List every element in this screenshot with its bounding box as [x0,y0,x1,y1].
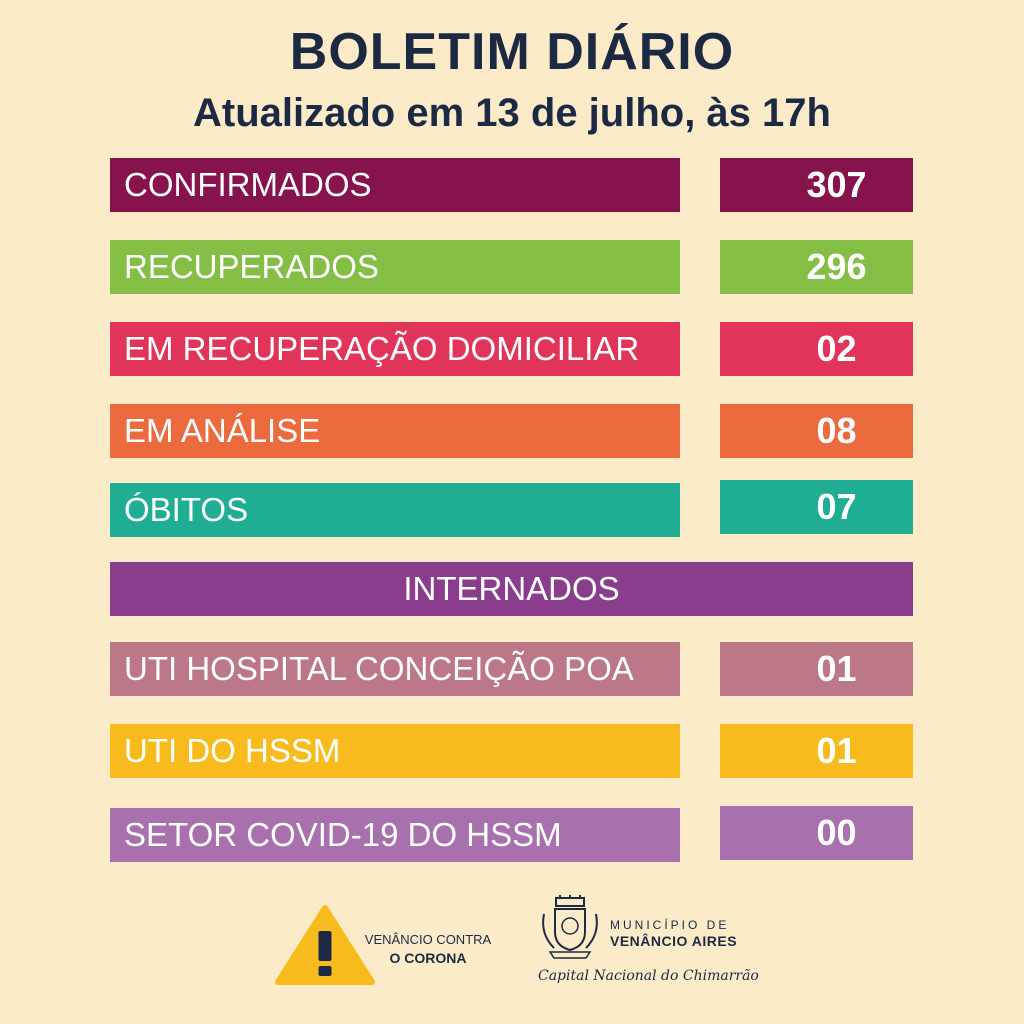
stat-label-em-analise: EM ANÁLISE [110,404,680,458]
municipality-tagline: Capital Nacional do Chimarrão [538,968,759,984]
campaign-line-2: O CORONA [389,950,467,966]
stat-value-recuperacao-domiciliar: 02 [720,322,913,376]
page-subtitle: Atualizado em 13 de julho, às 17h [193,91,831,135]
internados-value-setor-covid: 00 [720,806,913,860]
municipal-crest-icon [538,894,602,965]
internados-label-uti-hssm: UTI DO HSSM [110,724,680,778]
warning-triangle-icon [275,905,375,990]
internados-header: INTERNADOS [110,562,913,616]
page-title: BOLETIM DIÁRIO [289,23,735,81]
stat-value-em-analise: 08 [720,404,913,458]
municipality-label: MUNICÍPIO DE [610,918,730,932]
stat-value-confirmados: 307 [720,158,913,212]
stat-label-recuperados: RECUPERADOS [110,240,680,294]
internados-label-uti-conceicao: UTI HOSPITAL CONCEIÇÃO POA [110,642,680,696]
internados-value-uti-conceicao: 01 [720,642,913,696]
internados-label-setor-covid: SETOR COVID-19 DO HSSM [110,808,680,862]
stat-label-recuperacao-domiciliar: EM RECUPERAÇÃO DOMICILIAR [110,322,680,376]
campaign-text: VENÂNCIO CONTRA O CORONA [358,930,498,968]
stat-label-obitos: ÓBITOS [110,483,680,537]
municipality-name: VENÂNCIO AIRES [610,933,738,949]
stat-label-confirmados: CONFIRMADOS [110,158,680,212]
stat-value-obitos: 07 [720,480,913,534]
internados-value-uti-hssm: 01 [720,724,913,778]
campaign-line-1: VENÂNCIO CONTRA [364,932,492,947]
stat-value-recuperados: 296 [720,240,913,294]
